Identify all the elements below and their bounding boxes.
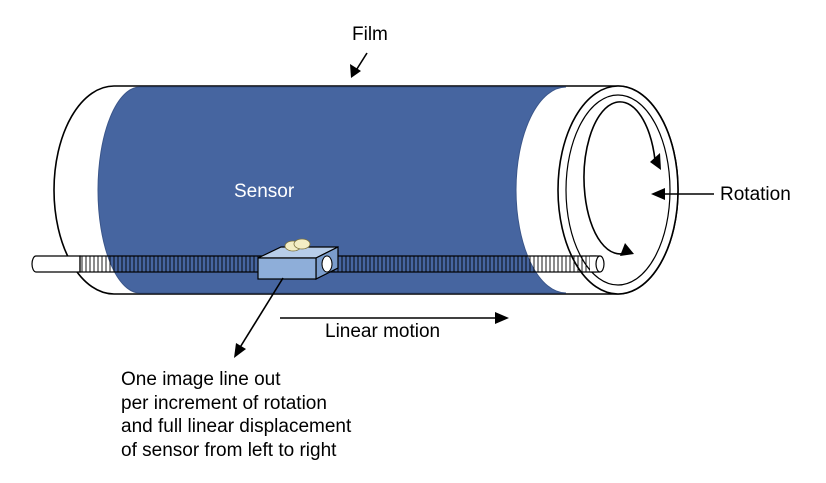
shaft-right-end <box>590 256 600 272</box>
linear-motion-arrow <box>280 312 509 324</box>
rotation-pointer-arrow <box>651 188 714 200</box>
rotation-label: Rotation <box>720 184 791 205</box>
scan-description-caption: One image line out per increment of rota… <box>121 368 351 462</box>
film-band <box>97 86 567 294</box>
caption-pointer-arrow <box>234 277 284 358</box>
sensor-block-front <box>257 257 317 280</box>
drum-end-inner-ring <box>565 94 671 286</box>
drum-end-face <box>557 85 679 295</box>
linear-motion-label: Linear motion <box>325 321 441 342</box>
sensor-lens-2 <box>293 238 311 250</box>
shaft-hole <box>321 255 333 273</box>
sensor-label: Sensor <box>234 181 295 202</box>
shaft-left-end <box>31 255 81 273</box>
caption-line: of sensor from left to right <box>121 439 337 461</box>
film-pointer-arrow <box>350 52 368 78</box>
rotation-arc <box>583 101 656 255</box>
film-label: Film <box>352 24 388 45</box>
rotation-arrowhead-top <box>650 153 661 170</box>
sensor-carriage <box>257 238 339 280</box>
rotation-arrowhead-bottom <box>620 243 634 256</box>
caption-line: and full linear displacement <box>121 416 352 437</box>
caption-line: per increment of rotation <box>121 392 327 414</box>
shaft-right-cap <box>595 255 605 273</box>
caption-line: One image line out <box>121 369 281 390</box>
